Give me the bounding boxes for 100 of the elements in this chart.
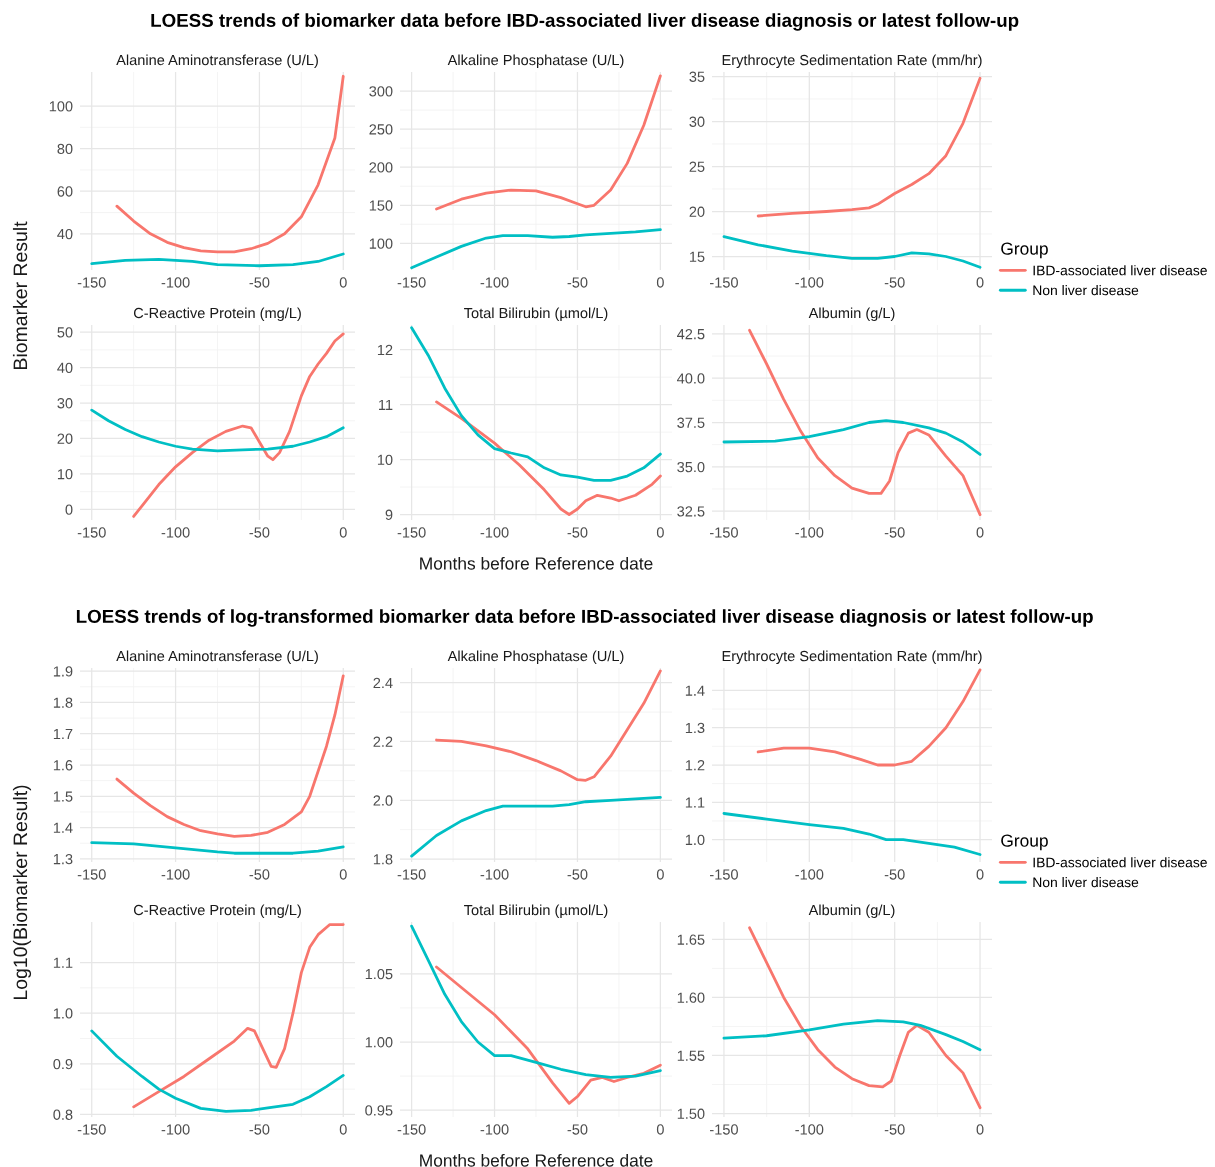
x-tick-label: -150 — [397, 277, 426, 288]
y-tick-label: 1.65 — [677, 934, 705, 945]
x-tick-label: -100 — [795, 277, 824, 288]
x-tick-label: -150 — [77, 869, 106, 880]
y-tick-label: 100 — [49, 101, 73, 112]
y-tick-label: 11 — [379, 399, 393, 410]
line-series — [756, 76, 982, 218]
x-tick-label: -100 — [480, 277, 509, 288]
y-tick-label: 12 — [377, 344, 393, 355]
x-tick-label: -150 — [397, 869, 426, 880]
x-tick-label: -50 — [249, 869, 270, 880]
x-tick-label: -100 — [161, 527, 190, 538]
y-tick-label: 40.0 — [677, 373, 705, 384]
x-axis-title: Months before Reference date — [420, 556, 653, 570]
y-tick-label: 35.0 — [677, 461, 705, 473]
x-tick-label: -50 — [249, 1124, 270, 1135]
x-tick-label: -50 — [249, 277, 270, 288]
chart-title: Erythrocyte Sedimentation Rate (mm/hr) — [722, 54, 982, 69]
y-tick-label: 42.5 — [677, 328, 705, 340]
y-tick-label: 1.9 — [53, 666, 73, 677]
line-series — [435, 400, 662, 516]
y-tick-label: 1.1 — [53, 957, 73, 968]
x-tick-label: -100 — [795, 1124, 824, 1135]
line-series — [722, 419, 982, 456]
x-tick-label: -100 — [161, 1124, 190, 1135]
y-tick-label: 1.6 — [53, 760, 73, 771]
y-tick-label: 0 — [65, 504, 73, 515]
y-tick-label: 200 — [369, 162, 393, 173]
x-tick-label: -150 — [397, 527, 426, 538]
x-tick-label: 0 — [339, 1124, 347, 1135]
y-tick-label: 0.95 — [365, 1105, 393, 1116]
x-tick-label: -150 — [710, 1124, 738, 1135]
x-tick-label: -50 — [567, 277, 588, 288]
x-tick-label: 0 — [976, 869, 984, 880]
y-tick-label: 25 — [689, 161, 705, 172]
line-series — [132, 923, 345, 1109]
chart-title: Alanine Aminotransferase (U/L) — [116, 650, 318, 665]
x-tick-label: -50 — [567, 869, 588, 880]
y-tick-label: 1.00 — [365, 1037, 393, 1048]
y-tick-label: 1.1 — [685, 797, 705, 808]
x-tick-label: 0 — [339, 527, 347, 538]
x-tick-label: 0 — [656, 527, 664, 538]
y-tick-label: 9 — [385, 509, 393, 520]
x-tick-label: -150 — [397, 1124, 426, 1135]
chart-title: Total Bilirubin (µmol/L) — [464, 904, 608, 919]
y-tick-label: 1.3 — [685, 722, 705, 734]
chart-title: Total Bilirubin (µmol/L) — [464, 307, 608, 322]
line-series — [90, 408, 345, 453]
line-series — [410, 795, 662, 858]
y-tick-label: 0.9 — [53, 1058, 73, 1070]
legend-label: Non liver disease — [1033, 877, 1139, 888]
chart-title: Alkaline Phosphatase (U/L) — [447, 54, 624, 69]
x-tick-label: -50 — [884, 277, 905, 288]
y-tick-label: 2.4 — [373, 677, 393, 688]
legend-label: Non liver disease — [1033, 285, 1139, 296]
x-tick-label: -100 — [480, 1124, 509, 1135]
chart-title: C-Reactive Protein (mg/L) — [133, 904, 301, 919]
x-tick-label: -100 — [161, 277, 190, 288]
line-series — [132, 332, 345, 518]
x-tick-label: -50 — [884, 527, 905, 538]
line-series — [90, 1029, 345, 1113]
chart-title: Albumin (g/L) — [808, 904, 895, 919]
line-series — [722, 235, 982, 269]
y-tick-label: 1.3 — [53, 853, 73, 865]
x-tick-label: 0 — [656, 869, 664, 880]
x-axis-title: Months before Reference date — [420, 1153, 653, 1167]
line-series — [748, 328, 982, 517]
y-tick-label: 1.8 — [373, 854, 393, 865]
y-tick-label: 30 — [57, 398, 73, 409]
y-tick-label: 150 — [369, 200, 393, 211]
y-tick-label: 0.8 — [53, 1109, 73, 1120]
text: LOESS trends of biomarker data before IBD-associated liver disease diagnosis or latest follow-up — [151, 13, 1019, 31]
line-series — [748, 926, 982, 1110]
text: LOESS trends of log-transformed biomarker data before IBD-associated liver disease diagnosis or latest follow-up — [76, 609, 1093, 627]
line-series — [722, 812, 982, 856]
x-tick-label: -150 — [77, 1124, 106, 1135]
chart-title: Albumin (g/L) — [808, 307, 895, 322]
x-tick-label: -150 — [710, 527, 738, 538]
x-tick-label: -50 — [884, 1124, 905, 1135]
line-series — [410, 228, 662, 270]
y-tick-label: 1.0 — [685, 834, 705, 846]
y-tick-label: 20 — [57, 433, 73, 444]
line-series — [410, 924, 662, 1079]
legend-label: IBD-associated liver disease — [1033, 857, 1207, 868]
x-tick-label: 0 — [976, 277, 984, 288]
chart-title: Alanine Aminotransferase (U/L) — [116, 54, 318, 69]
y-tick-label: 1.8 — [53, 697, 73, 708]
line-series — [435, 74, 662, 211]
x-tick-label: -50 — [249, 527, 270, 538]
y-tick-label: 2.0 — [373, 795, 393, 806]
line-series — [90, 841, 345, 855]
line-series — [115, 74, 345, 254]
y-tick-label: 1.0 — [53, 1008, 73, 1019]
x-tick-label: -150 — [710, 869, 738, 880]
line-series — [756, 668, 982, 767]
x-tick-label: -100 — [795, 527, 824, 538]
y-tick-label: 50 — [57, 327, 73, 338]
y-tick-label: 1.50 — [677, 1108, 705, 1119]
x-tick-label: -100 — [795, 869, 824, 880]
x-tick-label: 0 — [339, 277, 347, 288]
